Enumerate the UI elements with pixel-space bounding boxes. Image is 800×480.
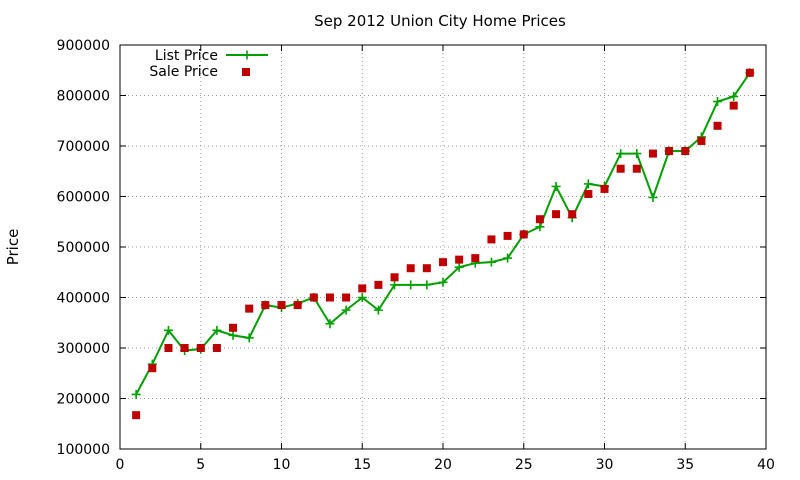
sale-price-point [342, 293, 351, 302]
list-price-point [163, 325, 173, 335]
list-price-point [535, 222, 545, 232]
sale-price-point [568, 210, 577, 219]
y-tick-label: 200000 [57, 392, 110, 408]
sale-price-point [390, 273, 399, 282]
legend-label-sale-price: Sale Price [149, 64, 218, 80]
sale-price-point [293, 301, 302, 310]
x-tick-label: 40 [757, 457, 775, 473]
axes [119, 44, 767, 450]
y-tick-label: 300000 [57, 341, 110, 357]
list-price-point [212, 325, 222, 335]
list-price-point [373, 305, 383, 315]
sale-price-point [584, 189, 593, 198]
legend-marker-list-price [242, 50, 252, 60]
list-price-point [357, 293, 367, 302]
sale-price-point [422, 264, 431, 273]
x-tick-label: 25 [515, 457, 533, 473]
series-sale-price [132, 68, 754, 420]
list-price-point [551, 181, 561, 191]
y-tick-label: 900000 [57, 38, 110, 54]
sale-price-point [309, 293, 318, 302]
tick-labels: 0 5 10 15 20 25 30 35 40 100000 200000 300000 400000… [57, 38, 775, 473]
list-price-point [486, 257, 496, 267]
sale-price-point [665, 147, 674, 156]
sale-price-point [261, 301, 270, 310]
sale-price-point [471, 254, 480, 263]
chart-title: Sep 2012 Union City Home Prices [314, 12, 566, 30]
x-tick-label: 15 [353, 457, 371, 473]
list-price-point [390, 280, 400, 290]
list-price-point [228, 330, 238, 340]
list-price-point [341, 305, 351, 315]
sale-price-point [245, 304, 254, 313]
sale-price-point [229, 323, 238, 332]
list-price-point [406, 280, 416, 290]
list-price-point [648, 193, 658, 203]
x-tick-label: 30 [596, 457, 614, 473]
sale-price-point [325, 293, 334, 302]
list-price-point [422, 280, 432, 290]
list-price-point [131, 389, 141, 399]
sale-price-point [455, 255, 464, 264]
sale-price-point [406, 264, 415, 273]
sale-price-point [648, 149, 657, 158]
list-price-point [713, 97, 723, 107]
y-axis-title: Price [4, 229, 22, 266]
series-layer [131, 68, 755, 420]
list-price-point [583, 179, 593, 189]
x-tick-label: 10 [273, 457, 291, 473]
sale-price-point [632, 164, 641, 173]
list-price-point [438, 277, 448, 287]
sale-price-point [487, 235, 496, 244]
sale-price-point [374, 280, 383, 289]
sale-price-point [681, 147, 690, 156]
sale-price-point [600, 184, 609, 193]
y-tick-label: 500000 [57, 240, 110, 256]
legend-swatches [226, 50, 268, 76]
sale-price-point [745, 68, 754, 77]
x-tick-label: 20 [434, 457, 452, 473]
y-tick-label: 800000 [57, 89, 110, 105]
list-price-point [454, 262, 464, 272]
sale-price-point [519, 230, 528, 239]
sale-price-point [196, 344, 205, 352]
y-tick-label: 400000 [57, 291, 110, 307]
sale-price-point [552, 210, 561, 219]
y-tick-label: 100000 [57, 442, 110, 458]
x-tick-label: 35 [676, 457, 694, 473]
sale-price-point [358, 284, 367, 293]
list-price-point [632, 149, 642, 159]
sale-price-point [713, 121, 722, 130]
x-tick-label: 5 [196, 457, 205, 473]
sale-price-point [212, 344, 221, 352]
legend-marker-sale-price [242, 68, 250, 76]
grid-lines [120, 45, 766, 449]
sale-price-point [697, 136, 706, 145]
sale-price-point [503, 231, 512, 240]
list-price-point [325, 319, 335, 329]
y-tick-label: 600000 [57, 190, 110, 206]
sale-price-point [164, 344, 173, 352]
sale-price-point [535, 215, 544, 224]
sale-price-point [132, 411, 141, 420]
legend-label-list-price: List Price [155, 48, 218, 64]
list-price-point [503, 253, 513, 263]
sale-price-point [439, 258, 447, 267]
legend: List Price Sale Price [149, 48, 268, 80]
sale-price-point [616, 164, 625, 173]
sale-price-point [277, 301, 286, 310]
list-price-point [244, 333, 254, 343]
sale-price-point [148, 364, 157, 373]
list-price-point [729, 92, 739, 102]
x-tick-label: 0 [116, 457, 125, 473]
sale-price-point [729, 101, 738, 110]
list-price-point [616, 149, 626, 159]
y-tick-label: 700000 [57, 139, 110, 155]
sale-price-point [180, 344, 189, 352]
